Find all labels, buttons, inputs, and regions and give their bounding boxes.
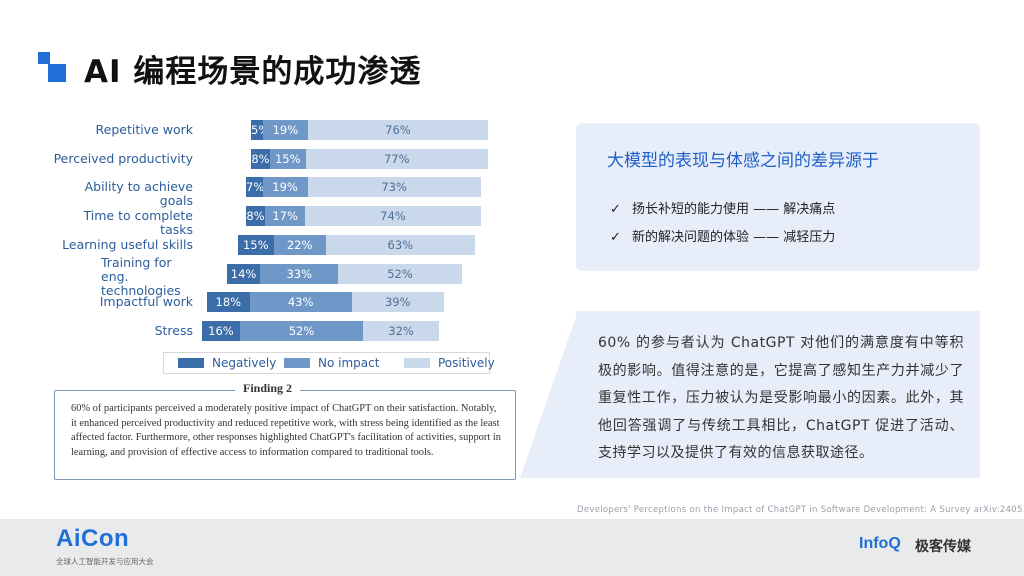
bar-segment-positively: 77%	[305, 148, 488, 169]
category-label: Learning useful skills	[62, 236, 193, 252]
geek-media-logo: 极客传媒	[915, 539, 971, 555]
bar-segment-positively: 32%	[363, 320, 439, 341]
category-label: Repetitive work	[95, 122, 194, 137]
bar-segment-positively: 76%	[307, 120, 488, 140]
bar-row: 8% 17% 74%	[246, 206, 481, 227]
bar-segment-no-impact: 17%	[264, 206, 307, 227]
bar-row: 7% 19% 73%	[246, 177, 481, 198]
aicon-logo: AiCon	[56, 525, 130, 552]
aicon-logo-subtitle: 全球人工智能开发与应用大会	[56, 557, 154, 566]
chart-legend: Negatively No impact Positively	[163, 352, 495, 374]
page-title: AI 编程场景的成功渗透	[84, 54, 422, 90]
translation-box	[576, 311, 980, 478]
finding-text: 60% of participants perceived a moderate…	[71, 403, 501, 458]
bar-segment-no-impact: 19%	[262, 120, 309, 140]
bar-segment-positively: 39%	[351, 292, 444, 313]
bar-segment-positively: 73%	[307, 177, 481, 198]
category-label: Stress	[154, 322, 193, 338]
bar-segment-negatively: 8%	[246, 206, 266, 227]
bar-segment-positively: 63%	[325, 234, 475, 255]
bar-segment-positively: 74%	[305, 206, 481, 227]
bar-row: 16% 52% 32%	[202, 320, 439, 341]
stacked-bar-chart: Negatively No impact Positively Repetitive…	[53, 112, 515, 377]
bar-segment-negatively: 8%	[251, 148, 271, 169]
category-label: Perceived productivity	[53, 150, 193, 166]
summary-item: ✓ 扬长补短的能力使用 —— 解决痛点	[610, 198, 835, 217]
bar-segment-positively: 52%	[338, 263, 462, 284]
legend-swatch	[404, 358, 430, 368]
bar-segment-negatively: 15%	[238, 234, 275, 255]
title-logo-mark	[38, 52, 68, 82]
callout-pointer	[520, 311, 578, 478]
summary-item-text: 新的解决问题的体验 —— 减轻压力	[632, 230, 836, 245]
legend-item: Positively	[404, 356, 495, 370]
bar-row: 15% 22% 63%	[238, 234, 475, 255]
bar-row: 18% 43% 39%	[207, 292, 444, 313]
legend-label: Negatively	[212, 356, 277, 370]
bar-segment-no-impact: 33%	[260, 263, 340, 284]
bar-segment-negatively: 16%	[202, 320, 241, 341]
bar-row: 14% 33% 52%	[227, 263, 462, 284]
category-label: Training for eng. technologies	[101, 254, 181, 298]
category-label: Impactful work	[99, 294, 193, 310]
category-label: Time to complete tasks	[83, 208, 193, 238]
bar-segment-no-impact: 22%	[273, 234, 327, 255]
bar-segment-negatively: 7%	[246, 177, 264, 198]
summary-item: ✓ 新的解决问题的体验 —— 减轻压力	[610, 226, 835, 245]
summary-item-text: 扬长补短的能力使用 —— 解决痛点	[632, 202, 836, 217]
bar-segment-negatively: 14%	[227, 263, 262, 284]
bar-row: 5% 19% 76%	[251, 120, 488, 140]
finding-title: Finding 2	[235, 381, 301, 396]
infoq-logo: InfoQ	[859, 535, 901, 552]
bar-segment-no-impact: 15%	[269, 148, 307, 169]
bar-segment-negatively: 18%	[207, 292, 251, 313]
bar-segment-no-impact: 19%	[262, 177, 309, 198]
bar-segment-no-impact: 43%	[249, 292, 353, 313]
translation-text: 60% 的参与者认为 ChatGPT 对他们的满意度有中等积极的影响。值得注意的…	[598, 335, 964, 461]
legend-swatch	[284, 358, 310, 368]
source-citation: Developers' Perceptions on the Impact of…	[577, 505, 1024, 515]
category-label: Ability to achieve goals	[84, 179, 193, 209]
legend-item: No impact	[284, 356, 379, 370]
check-icon: ✓	[610, 230, 621, 245]
bar-row: 8% 15% 77%	[251, 148, 488, 169]
footer-bar	[0, 519, 1024, 576]
legend-label: Positively	[438, 356, 495, 370]
bar-segment-no-impact: 52%	[239, 320, 365, 341]
legend-item: Negatively	[178, 356, 276, 370]
summary-title: 大模型的表现与体感之间的差异源于	[607, 151, 879, 171]
summary-box	[576, 123, 980, 271]
legend-swatch	[178, 358, 204, 368]
check-icon: ✓	[610, 202, 621, 217]
legend-label: No impact	[318, 356, 380, 370]
